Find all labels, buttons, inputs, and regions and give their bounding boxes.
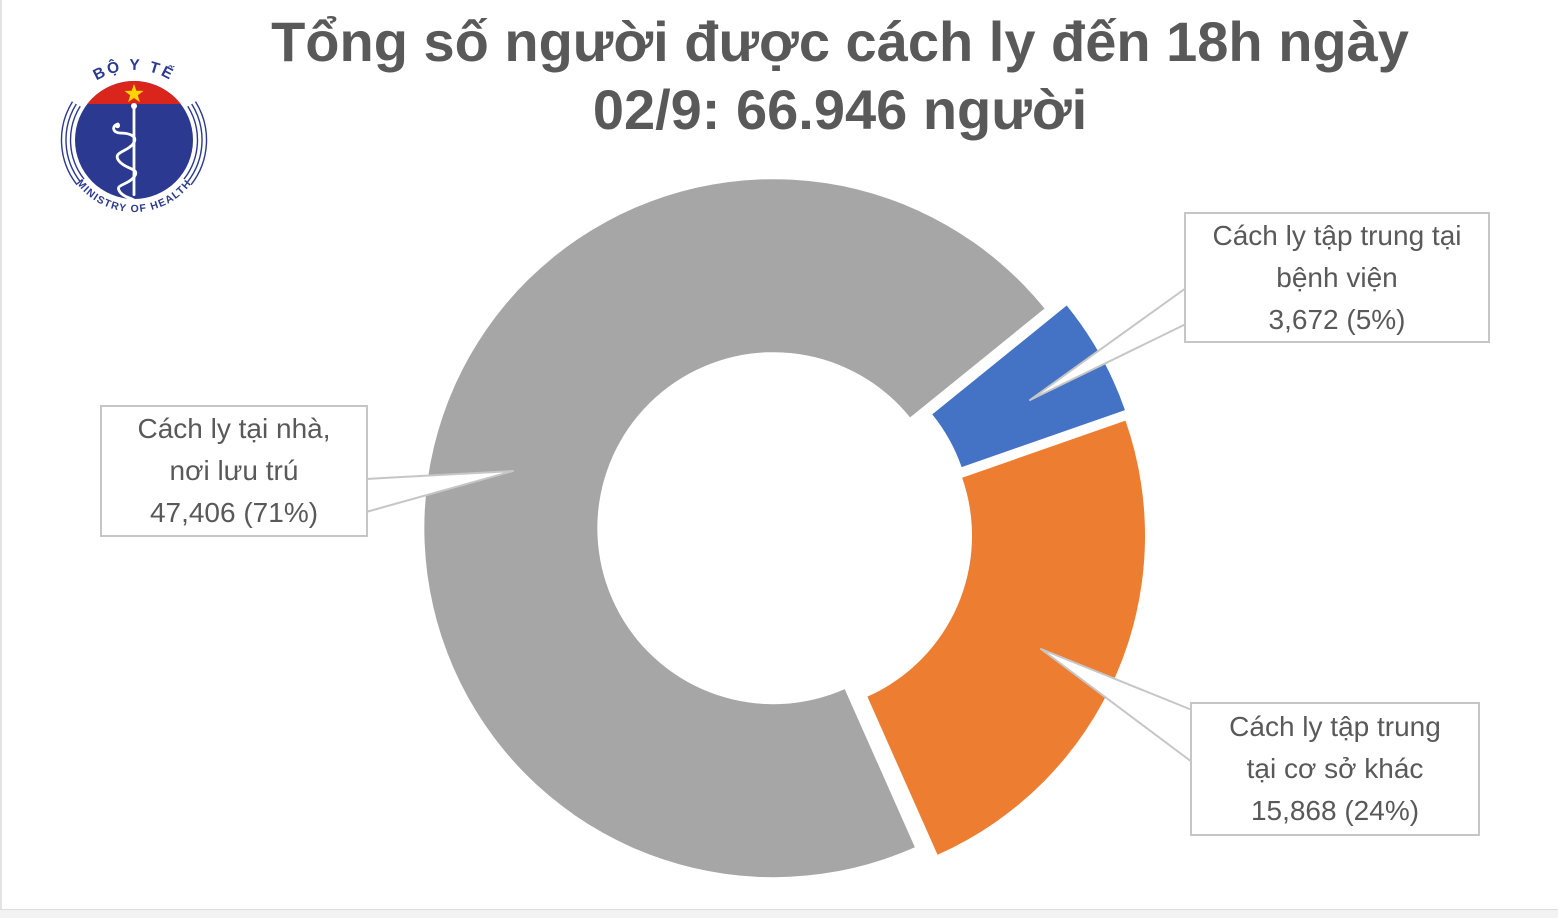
page-title-line-2: 02/9: 66.946 người <box>592 78 1088 141</box>
page-edge-bottom <box>0 909 1558 918</box>
logo-top-text: BỘ Y TẾ <box>91 57 178 84</box>
data-label-value: 15,868 (24%) <box>1250 795 1420 826</box>
data-label-value: 47,406 (71%) <box>149 497 319 528</box>
page-title: Tổng số người được cách ly đến 18h ngày … <box>200 8 1480 144</box>
donut-slice-co-so-khac[interactable] <box>867 420 1146 855</box>
data-label-co-so-khac: Cách ly tập trung tại cơ sở khác 15,868 … <box>1190 702 1480 836</box>
page-edge-left <box>0 0 2 918</box>
data-label-benh-vien: Cách ly tập trung tại bệnh viện 3,672 (5… <box>1184 212 1490 343</box>
data-label-line: nơi lưu trú <box>169 455 299 486</box>
logo-side-arcs <box>60 101 208 186</box>
data-label-line: Cách ly tập trung <box>1229 711 1441 742</box>
data-label-line: bệnh viện <box>1276 261 1398 293</box>
data-label-value: 3,672 (5%) <box>1268 303 1406 335</box>
donut-slice-tai-nha[interactable] <box>424 179 1045 878</box>
data-label-line: Cách ly tại nhà, <box>137 413 331 444</box>
data-label-tai-nha: Cách ly tại nhà, nơi lưu trú 47,406 (71%… <box>100 405 368 537</box>
logo-star-icon <box>124 84 144 103</box>
logo-staff-snake-icon <box>112 103 138 211</box>
ministry-of-health-logo: BỘ Y TẾ MINISTRY OF HEALTH <box>60 57 208 215</box>
donut-slice-benh-vien[interactable] <box>932 305 1125 468</box>
page-title-line-1: Tổng số người được cách ly đến 18h ngày <box>271 10 1409 73</box>
donut-chart <box>424 179 1146 878</box>
data-label-line: Cách ly tập trung tại <box>1212 219 1462 251</box>
data-label-line: tại cơ sở khác <box>1246 753 1424 784</box>
